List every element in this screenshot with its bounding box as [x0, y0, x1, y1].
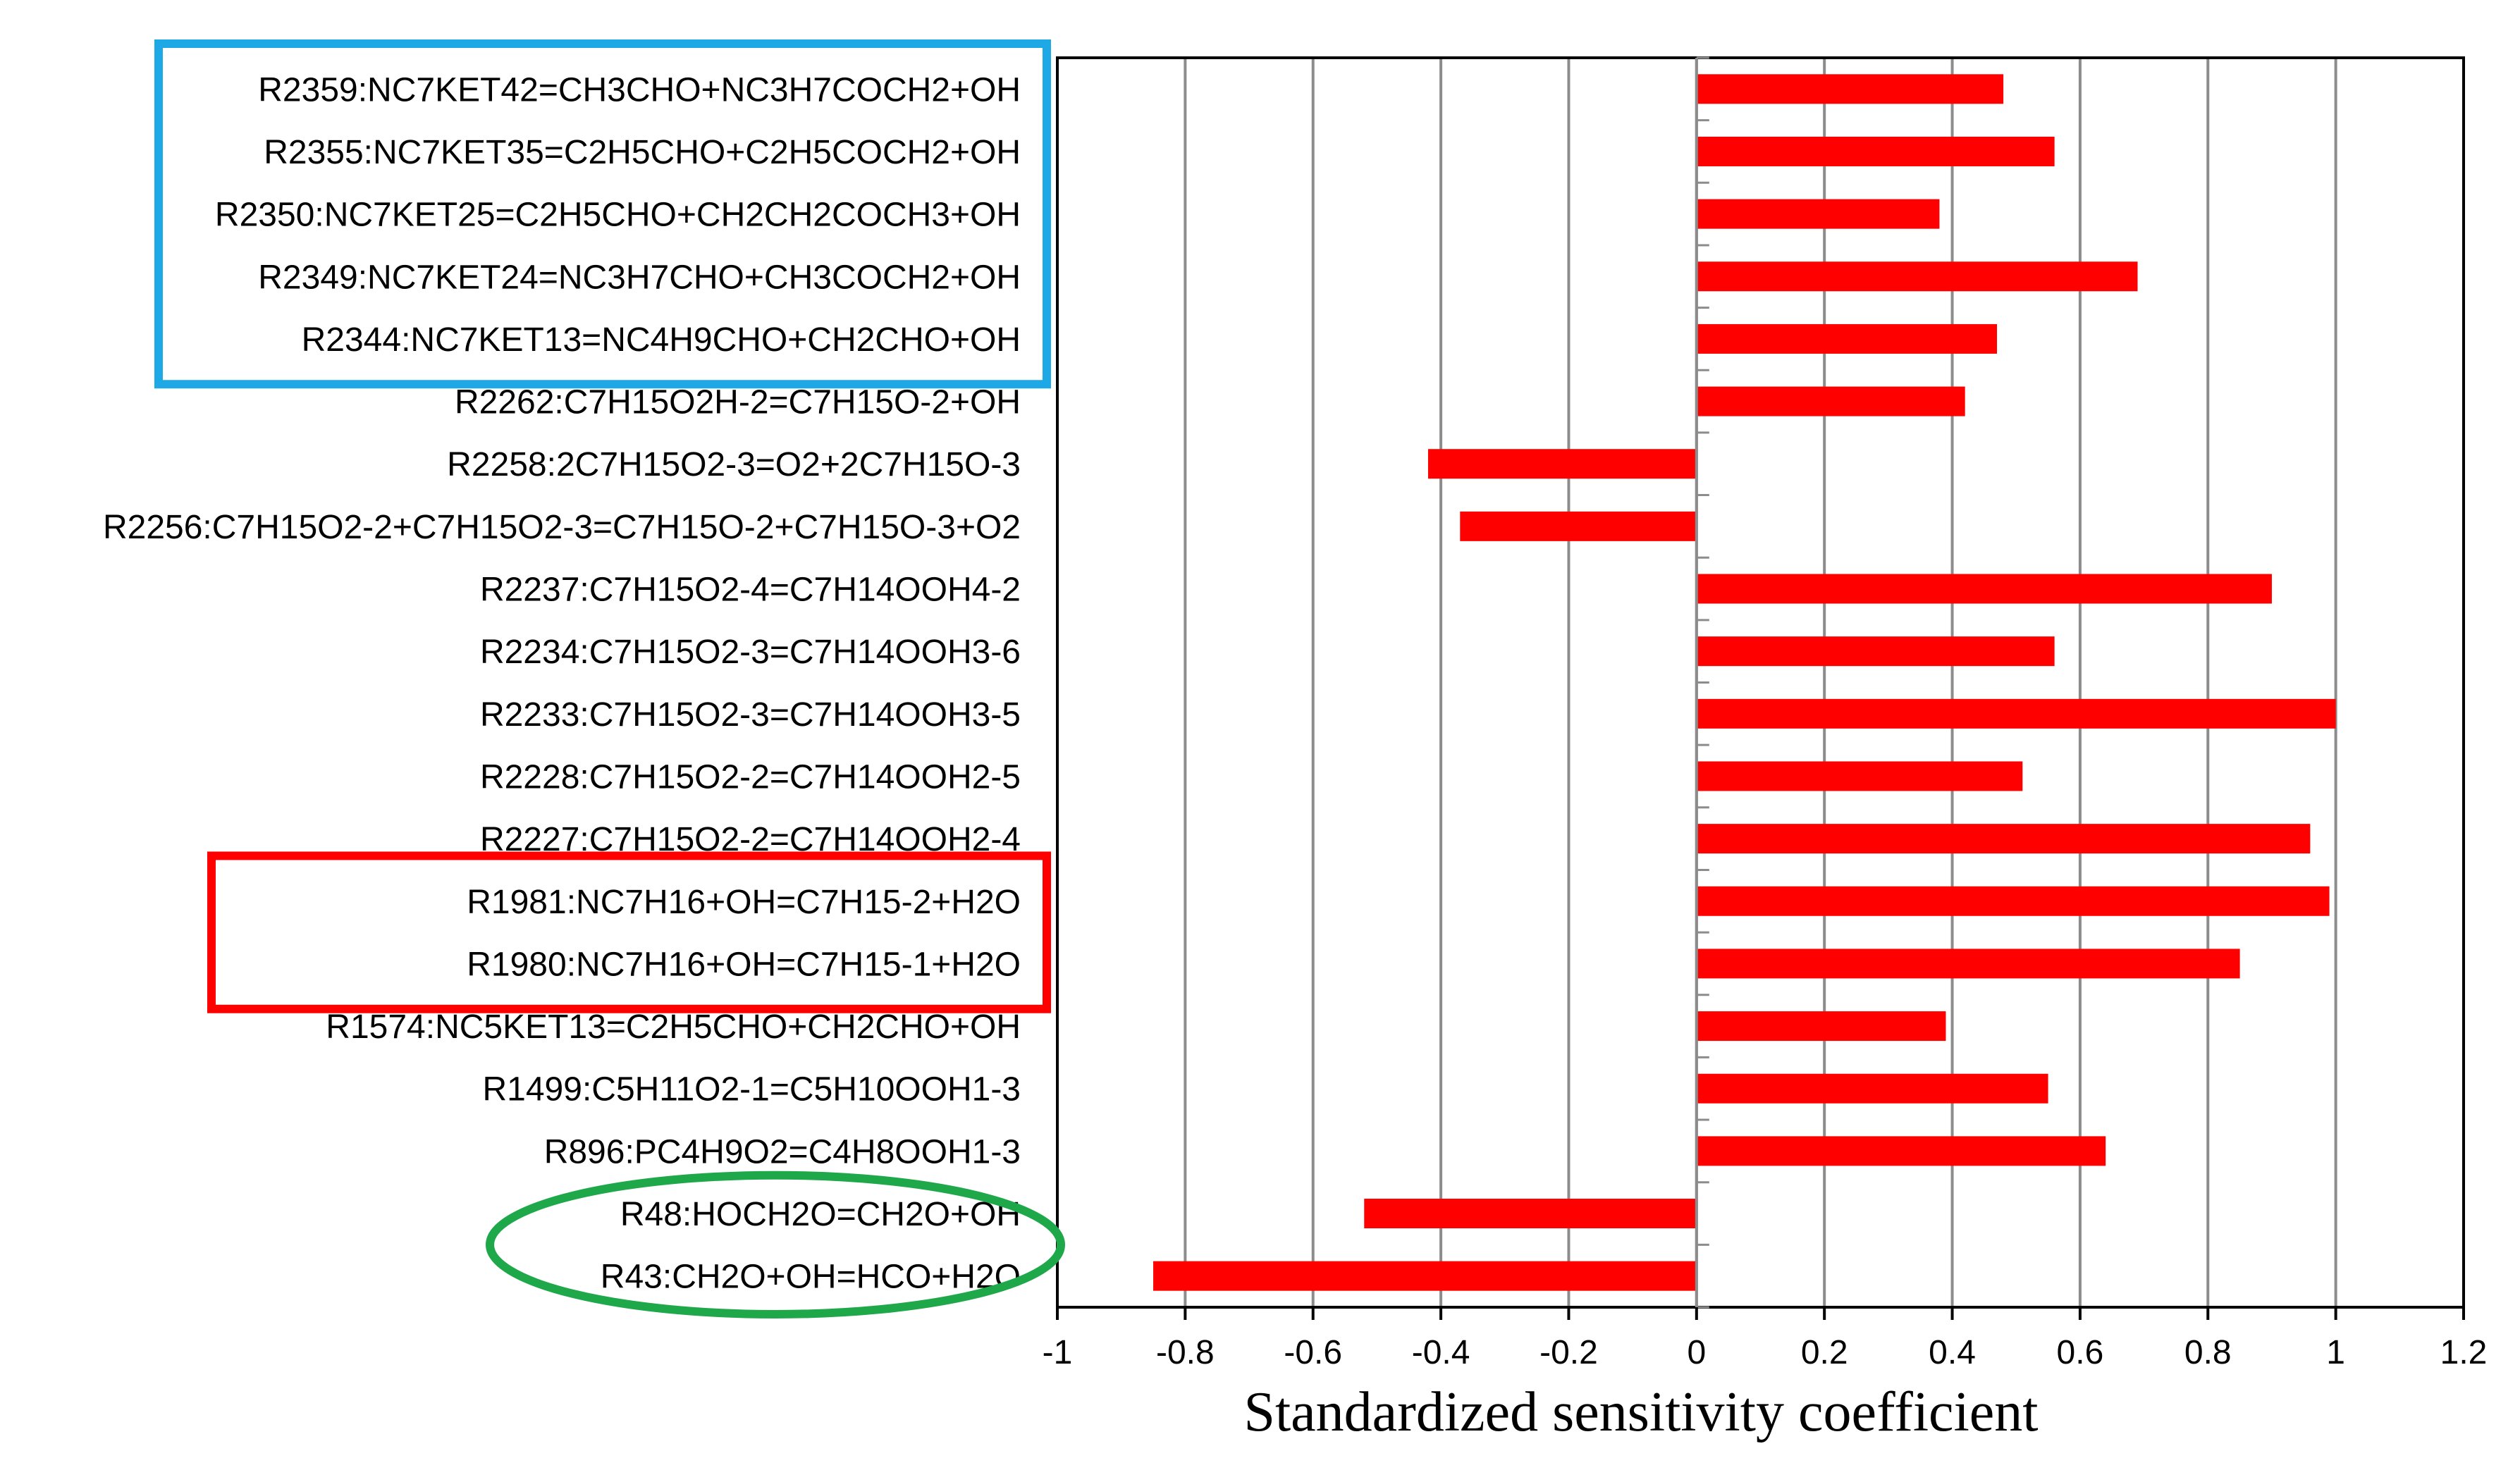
bar	[1696, 323, 1998, 354]
category-label: R43:CH2O+OH=HCO+H2O	[601, 1259, 1021, 1296]
category-label: R2256:C7H15O2-2+C7H15O2-3=C7H15O-2+C7H15…	[103, 509, 1021, 546]
x-tick-label: 0	[1687, 1334, 1706, 1371]
x-tick-label: 0.8	[2184, 1334, 2232, 1371]
highlight-box	[207, 851, 1051, 1013]
x-tick-label: -0.4	[1412, 1334, 1470, 1371]
plot-frame	[1056, 56, 2465, 1309]
bar	[1696, 1073, 2048, 1104]
bar	[1696, 199, 1940, 229]
category-label: R2349:NC7KET24=NC3H7CHO+CH3COCH2+OH	[258, 259, 1021, 296]
category-label: R1981:NC7H16+OH=C7H15-2+H2O	[467, 884, 1021, 921]
category-label: R2350:NC7KET25=C2H5CHO+CH2CH2COCH3+OH	[215, 197, 1021, 234]
x-tick-label: 0.2	[1801, 1334, 1848, 1371]
category-label: R2234:C7H15O2-3=C7H14OOH3-6	[480, 634, 1021, 671]
bar	[1696, 636, 2055, 667]
grid-lines	[1184, 58, 2337, 1307]
category-label: R48:HOCH2O=CH2O+OH	[620, 1196, 1021, 1233]
category-label: R2355:NC7KET35=C2H5CHO+C2H5COCH2+OH	[264, 134, 1021, 171]
x-tick-label: -0.8	[1156, 1334, 1215, 1371]
bar	[1153, 1261, 1697, 1291]
x-tick-label: -1	[1043, 1334, 1073, 1371]
bar	[1696, 698, 2336, 729]
category-label: R2344:NC7KET13=NC4H9CHO+CH2CHO+OH	[302, 321, 1021, 359]
category-labels: R2359:NC7KET42=CH3CHO+NC3H7COCH2+OH R2355…	[103, 71, 1021, 1295]
bar	[1696, 261, 2138, 292]
bar	[1696, 824, 2311, 854]
bar	[1427, 449, 1697, 479]
category-label: R1499:C5H11O2-1=C5H10OOH1-3	[483, 1071, 1021, 1108]
category-label: R2258:2C7H15O2-3=O2+2C7H15O-3	[447, 446, 1021, 483]
bar	[1696, 949, 2240, 979]
bars	[1153, 74, 2336, 1291]
x-tick-label: 0.6	[2057, 1334, 2104, 1371]
axes	[1056, 56, 2465, 1320]
bar	[1696, 386, 1965, 416]
bar	[1696, 136, 2055, 166]
bar	[1696, 574, 2272, 604]
bar	[1696, 74, 2004, 104]
x-tick-label: 1	[2326, 1334, 2345, 1371]
category-label: R2359:NC7KET42=CH3CHO+NC3H7COCH2+OH	[258, 71, 1021, 109]
category-label: R1980:NC7H16+OH=C7H15-1+H2O	[467, 946, 1021, 983]
x-tick-label: 0.4	[1929, 1334, 1976, 1371]
x-axis-title: Standardized sensitivity coefficient	[1243, 1381, 2038, 1443]
bar	[1696, 886, 2330, 916]
bar	[1696, 1011, 1946, 1042]
category-label: R2228:C7H15O2-2=C7H14OOH2-5	[480, 758, 1021, 796]
x-tick-label: -0.2	[1539, 1334, 1598, 1371]
bar	[1364, 1199, 1697, 1229]
x-tick-label: -0.6	[1284, 1334, 1342, 1371]
category-label: R2237:C7H15O2-4=C7H14OOH4-2	[480, 572, 1021, 609]
category-label: R896:PC4H9O2=C4H8OOH1-3	[544, 1133, 1021, 1171]
category-label: R2262:C7H15O2H-2=C7H15O-2+OH	[455, 384, 1021, 421]
category-label: R1574:NC5KET13=C2H5CHO+CH2CHO+OH	[326, 1008, 1021, 1046]
bar	[1696, 1136, 2106, 1166]
x-tick-label: 1.2	[2440, 1334, 2488, 1371]
x-tick-labels: -1 -0.8 -0.6 -0.4 -0.2 0 0.2 0.4 0.6 0.8 1 1.2	[1043, 1334, 2488, 1371]
highlight-annotations	[154, 39, 1065, 1318]
bar	[1460, 511, 1697, 541]
category-label: R2233:C7H15O2-3=C7H14OOH3-5	[480, 696, 1021, 734]
highlight-ellipse	[486, 1171, 1065, 1318]
bar	[1696, 761, 2023, 791]
highlight-box	[154, 39, 1051, 389]
